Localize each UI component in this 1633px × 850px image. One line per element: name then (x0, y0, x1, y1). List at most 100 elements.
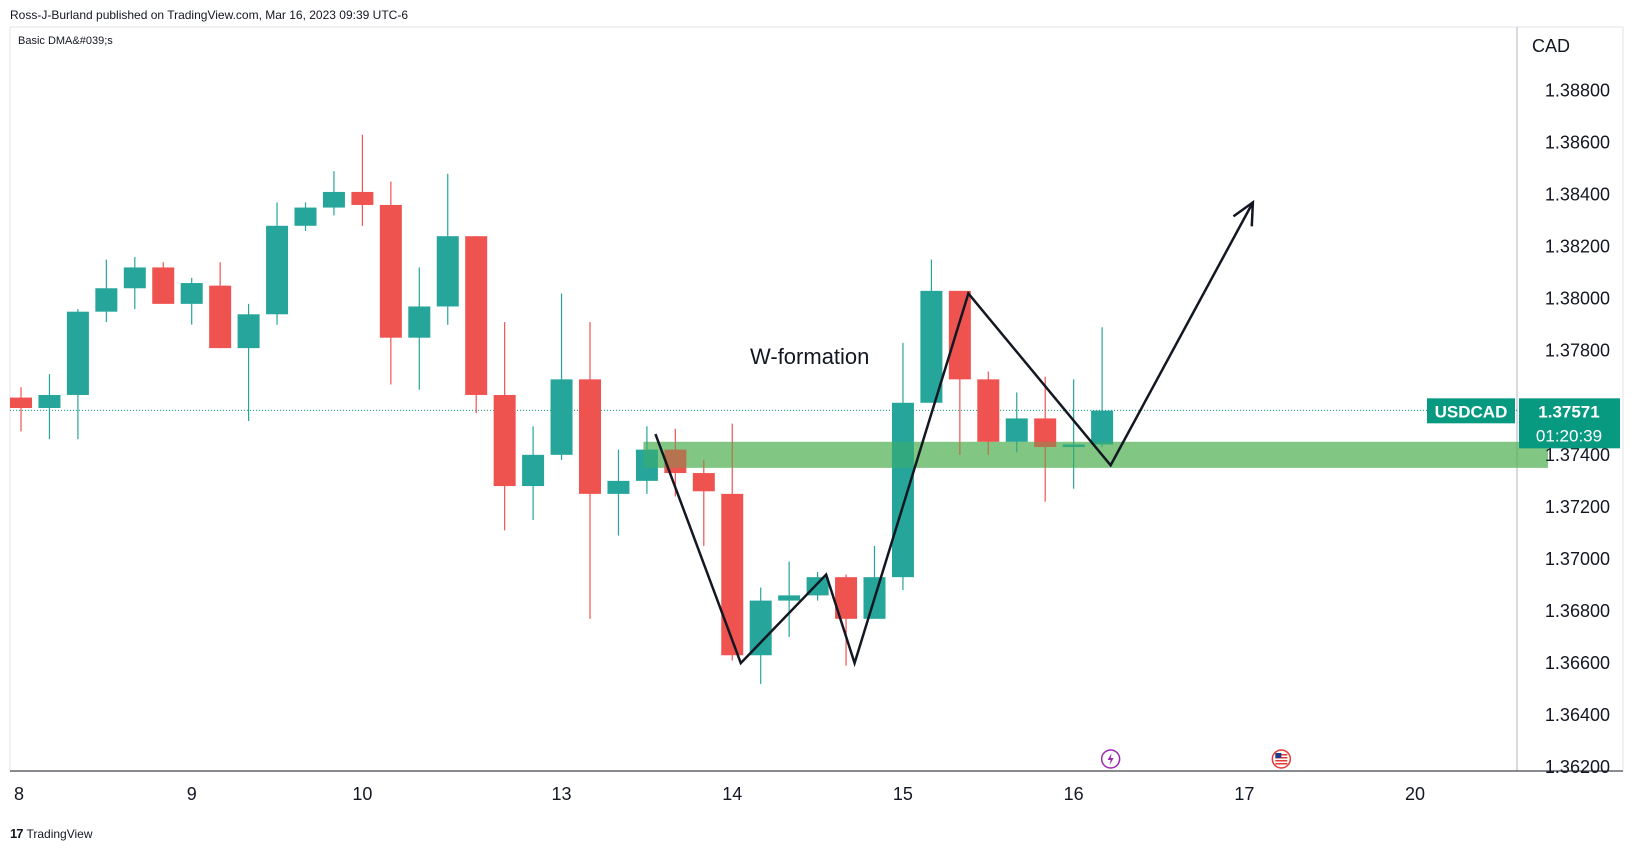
candle-body (152, 267, 175, 304)
candle[interactable] (891, 342, 914, 591)
indicator-label[interactable]: Basic DMA&#039;s (18, 35, 113, 47)
price-tag-value: 1.37571 (1538, 402, 1599, 421)
us-flag-event-icon[interactable] (1271, 749, 1292, 769)
candle[interactable] (408, 267, 431, 390)
candle[interactable] (180, 277, 203, 325)
candle[interactable] (863, 545, 886, 619)
candle-body (692, 473, 715, 492)
candle[interactable] (1034, 376, 1057, 502)
candle-body (237, 314, 260, 349)
symbol-tag-box (1427, 398, 1515, 424)
time-tick-label: 17 (1234, 784, 1254, 804)
candle-body (322, 191, 345, 208)
price-tick-label: 1.37800 (1545, 341, 1610, 361)
candle[interactable] (522, 426, 545, 520)
time-tick-label: 13 (552, 784, 572, 804)
candle[interactable] (123, 257, 146, 310)
flag-canton (1275, 753, 1282, 758)
candle[interactable] (835, 574, 858, 666)
candle[interactable] (778, 561, 801, 638)
currency-label: CAD (1532, 36, 1571, 56)
candle-body (209, 285, 232, 349)
candle-body (721, 493, 744, 656)
price-tick-label: 1.38800 (1545, 80, 1610, 100)
candle-body (351, 191, 374, 205)
tradingview-logo-text: TradingView (26, 826, 93, 841)
candle-body (180, 283, 203, 304)
event-badge (1271, 749, 1292, 769)
candle[interactable] (322, 171, 345, 216)
w-formation-drawing-layer: W-formation (654, 199, 1255, 668)
price-tick-label: 1.38600 (1545, 132, 1610, 152)
time-axis[interactable]: 8 9 10 13 14 15 16 17 20 (14, 784, 1425, 804)
candle-body (664, 449, 687, 474)
candle-body (38, 394, 61, 408)
candle-body (977, 379, 1000, 442)
candle-body (579, 379, 601, 494)
time-tick-label: 15 (893, 784, 913, 804)
candle[interactable] (294, 202, 317, 231)
price-axis[interactable]: 1.38800 1.38600 1.38400 1.38200 1.38000 1.378… (1545, 80, 1610, 777)
price-tick-label: 1.36200 (1545, 757, 1610, 777)
lightning-glyph (1107, 753, 1114, 765)
candle[interactable] (635, 426, 658, 494)
price-tick-label: 1.37400 (1545, 445, 1610, 465)
candle[interactable] (721, 423, 744, 661)
candle-body (1091, 410, 1114, 445)
time-tick-label: 20 (1405, 784, 1425, 804)
candle[interactable] (436, 173, 459, 325)
candle[interactable] (692, 460, 715, 546)
tradingview-logo[interactable]: 17 TradingView (10, 826, 93, 841)
candle-body (891, 402, 914, 578)
w-formation-label[interactable]: W-formation (750, 344, 869, 369)
candle[interactable] (209, 262, 232, 349)
candle[interactable] (920, 259, 943, 403)
candle[interactable] (95, 259, 118, 323)
candle[interactable] (749, 587, 772, 684)
candle-body (550, 379, 573, 455)
time-tick-label: 9 (187, 784, 197, 804)
publisher-caption: Ross-J-Burland published on TradingView.… (10, 8, 408, 22)
candle[interactable] (266, 202, 289, 325)
candle[interactable] (579, 322, 601, 619)
arrowhead-icon (1232, 199, 1255, 227)
price-tick-label: 1.36400 (1545, 705, 1610, 725)
candle[interactable] (66, 309, 89, 440)
candle[interactable] (977, 371, 1000, 455)
candle[interactable] (351, 134, 374, 226)
candle[interactable] (10, 387, 32, 432)
price-tick-label: 1.37000 (1545, 549, 1610, 569)
candle-body (635, 449, 658, 481)
candle[interactable] (38, 374, 61, 440)
time-tick-label: 14 (722, 784, 742, 804)
w-formation-line[interactable] (654, 201, 1254, 668)
candle-body (66, 311, 89, 395)
candle[interactable] (1091, 327, 1114, 448)
candle[interactable] (152, 262, 175, 304)
candle-body (10, 397, 32, 408)
candle[interactable] (948, 290, 971, 455)
candle[interactable] (465, 236, 488, 414)
candles-layer (10, 134, 1114, 684)
price-tick-label: 1.37200 (1545, 497, 1610, 517)
candle-body (920, 290, 943, 403)
lightning-event-icon[interactable] (1100, 749, 1121, 769)
candle-body (408, 306, 431, 338)
candle[interactable] (493, 322, 516, 531)
candle-body (465, 236, 488, 395)
candle[interactable] (550, 293, 573, 461)
candle[interactable] (1005, 392, 1028, 453)
candle[interactable] (237, 303, 260, 421)
price-tick-label: 1.36800 (1545, 601, 1610, 621)
tradingview-mark-icon: 17 (10, 826, 24, 841)
candle[interactable] (379, 181, 402, 385)
symbol-price-tag: USDCAD 1.37571 01:20:39 (1427, 398, 1620, 449)
time-tick-label: 8 (14, 784, 24, 804)
candle-body (835, 577, 858, 619)
candle-body (522, 454, 545, 487)
candle-body (266, 225, 289, 315)
candle[interactable] (607, 449, 630, 536)
candle-body (749, 600, 772, 656)
candle[interactable] (1062, 379, 1085, 489)
